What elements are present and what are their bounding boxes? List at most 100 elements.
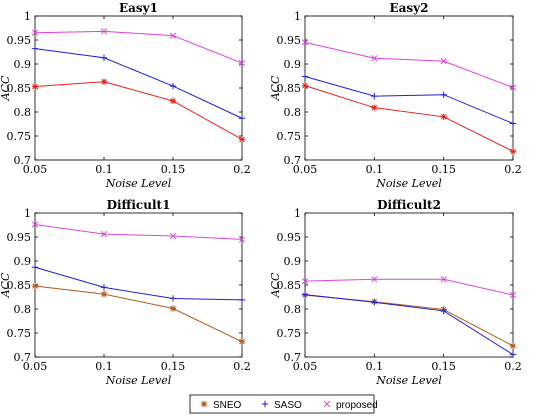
series-proposed (31, 221, 246, 243)
data-point (100, 231, 108, 238)
y-tick-label: 0.75 (7, 130, 32, 143)
data-point (371, 92, 378, 100)
x-tick-label: 0.1 (366, 360, 384, 373)
x-tick-label: 0.2 (504, 360, 522, 373)
y-axis-label: ACC (269, 272, 282, 298)
series-saso (31, 264, 246, 304)
x-tick-label: 0.1 (95, 163, 113, 176)
y-tick-label: 0.9 (284, 255, 302, 268)
y-tick-label: 1 (24, 207, 31, 220)
y-tick-label: 0.7 (14, 154, 32, 167)
y-axis-label: ACC (269, 75, 282, 101)
y-tick-label: 0.95 (7, 231, 32, 244)
data-point (169, 295, 177, 302)
y-tick-label: 0.8 (284, 303, 302, 316)
series-line-sneo (304, 85, 514, 152)
data-point (31, 282, 39, 290)
data-point (169, 232, 177, 240)
data-point (509, 120, 517, 127)
y-tick-label: 0.95 (277, 231, 302, 244)
y-tick-label: 0.75 (7, 327, 32, 340)
data-point (100, 28, 108, 35)
series-line-proposed (304, 41, 514, 88)
legend-label: SASO (274, 400, 302, 411)
x-axis-label: Noise Level (105, 374, 172, 387)
y-tick-label: 0.75 (277, 130, 302, 143)
data-point (238, 236, 246, 243)
series-line-saso (34, 266, 243, 301)
x-axis-label: Noise Level (375, 177, 442, 190)
data-point (509, 292, 517, 299)
legend: SNEO SASO proposed (189, 394, 378, 414)
data-point (31, 264, 39, 271)
data-point (31, 83, 39, 90)
y-tick-label: 0.75 (277, 327, 302, 340)
legend-box (189, 394, 375, 414)
panel-easy1: 0.05 0.1 0.15 0.2 0.7 0.75 0.8 0.85 0.9 0.95 1 Easy… (0, 1, 251, 190)
series-line-proposed (34, 30, 243, 64)
y-tick-label: 0.9 (14, 58, 32, 71)
series-saso (31, 45, 246, 122)
data-point (371, 104, 378, 111)
x-tick-label: 0.1 (95, 360, 113, 373)
y-tick-label: 0.9 (14, 255, 32, 268)
data-point (509, 148, 517, 155)
y-axis-label: ACC (0, 272, 12, 298)
data-point (371, 299, 378, 306)
legend-marker (323, 400, 331, 408)
data-point (238, 115, 246, 122)
x-tick-label: 0.05 (23, 163, 48, 176)
data-point (31, 45, 39, 52)
y-tick-label: 0.85 (7, 82, 32, 95)
data-point (238, 296, 246, 304)
x-tick-label: 0.15 (431, 360, 456, 373)
panel-title: Difficult2 (377, 198, 441, 212)
x-tick-label: 0.15 (161, 360, 186, 373)
data-point (100, 284, 108, 291)
data-point (169, 305, 177, 312)
series-proposed (301, 276, 517, 299)
data-point (100, 54, 108, 61)
series-line-saso (304, 294, 514, 356)
x-tick-label: 0.1 (366, 163, 384, 176)
y-axis-label: ACC (0, 75, 12, 101)
plot-area (34, 15, 243, 161)
y-tick-label: 1 (294, 207, 301, 220)
y-tick-label: 0.7 (284, 351, 302, 364)
data-point (169, 82, 177, 90)
data-point (509, 351, 517, 358)
data-point (509, 342, 517, 350)
series-line-saso (304, 75, 514, 124)
series-line-sneo (34, 81, 243, 140)
y-tick-label: 1 (294, 10, 301, 23)
data-point (301, 73, 309, 80)
legend-label: SNEO (213, 400, 242, 411)
panel-title: Easy2 (390, 1, 429, 15)
data-point (440, 276, 447, 283)
x-tick-label: 0.2 (233, 360, 251, 373)
legend-item-saso: SASO (261, 400, 302, 411)
legend-item-proposed: proposed (323, 400, 378, 411)
x-tick-label: 0.2 (504, 163, 522, 176)
y-tick-label: 0.95 (277, 34, 302, 47)
data-point (100, 290, 108, 298)
y-tick-label: 0.8 (284, 106, 302, 119)
y-tick-label: 0.9 (284, 58, 302, 71)
data-point (301, 82, 309, 89)
data-point (169, 97, 177, 105)
data-point (509, 84, 517, 91)
y-tick-label: 0.8 (14, 106, 32, 119)
data-point (238, 59, 246, 67)
y-tick-label: 0.95 (7, 34, 32, 47)
x-tick-label: 0.2 (233, 163, 251, 176)
legend-marker (200, 400, 208, 408)
y-tick-label: 0.85 (277, 82, 302, 95)
x-tick-label: 0.05 (23, 360, 48, 373)
y-tick-label: 0.7 (284, 154, 302, 167)
data-point (31, 221, 39, 228)
data-point (238, 338, 246, 345)
x-axis-label: Noise Level (105, 177, 172, 190)
data-point (440, 307, 447, 315)
panel-easy2: 0.05 0.1 0.15 0.2 0.7 0.75 0.8 0.85 0.9 0.95 1 Easy… (269, 1, 522, 190)
